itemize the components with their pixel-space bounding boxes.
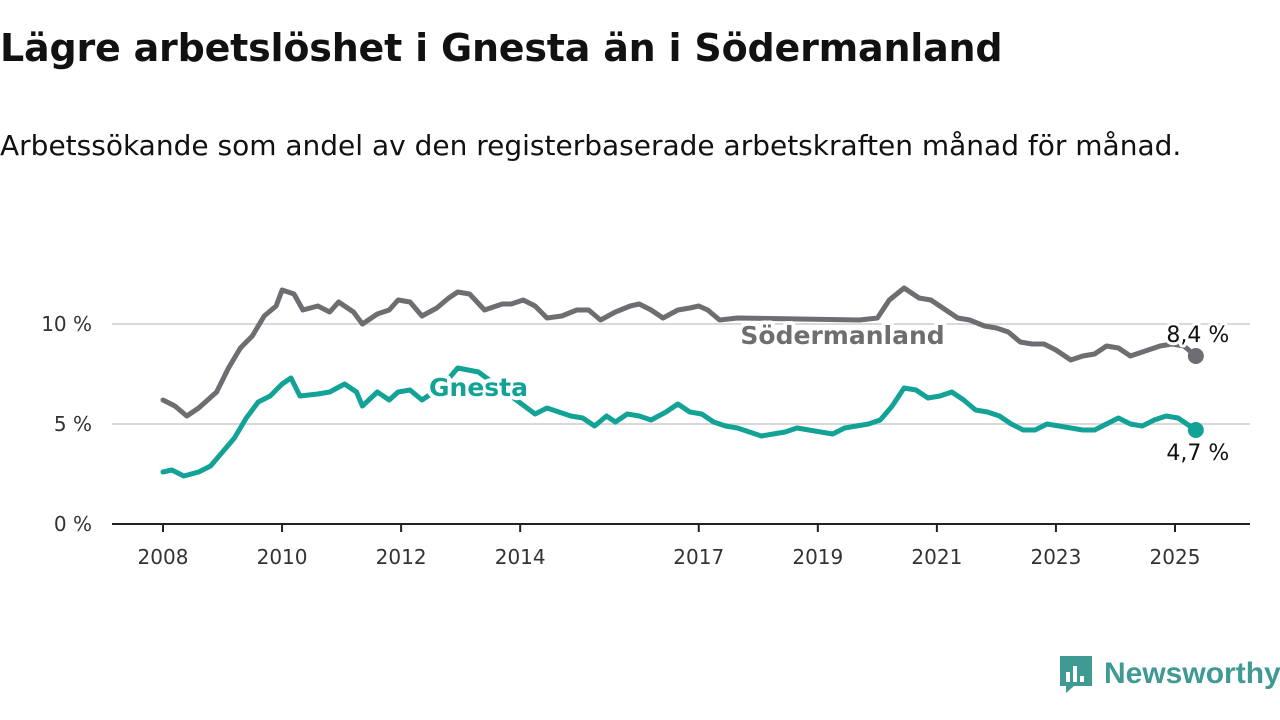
- x-tick-label: 2021: [911, 545, 962, 569]
- series-end-point-gnesta: [1187, 422, 1204, 438]
- end-value-label-sodermanland: 8,4 %: [1166, 323, 1229, 348]
- x-tick-label: 2014: [495, 545, 546, 569]
- series-end-point-sodermanland: [1187, 348, 1204, 364]
- newsworthy-logo: Newsworthy: [1058, 654, 1280, 694]
- end-value-halo-sodermanland: 8,4 %: [1166, 323, 1229, 348]
- series-label-halo-sodermanland: Södermanland: [740, 321, 944, 350]
- series-line-gnesta: [160, 365, 1199, 479]
- series-label-gnesta: Gnesta: [429, 373, 528, 402]
- x-tick-label: 2025: [1150, 545, 1201, 569]
- x-tick-label: 2019: [792, 545, 843, 569]
- series-label-sodermanland: Södermanland: [740, 321, 944, 350]
- series: [160, 285, 1204, 479]
- series-label-halo-gnesta: Gnesta: [429, 373, 528, 402]
- x-axis: 2008 2010 2012 2014 2017 2019 2021 2023 2025: [112, 523, 1250, 569]
- series-line-sodermanland: [160, 285, 1199, 419]
- x-tick-label: 2012: [376, 545, 427, 569]
- x-tick-label: 2023: [1030, 545, 1081, 569]
- x-tick-label: 2008: [138, 545, 189, 569]
- x-tick-label: 2017: [673, 545, 724, 569]
- x-tick-label: 2010: [257, 545, 308, 569]
- end-value-halo-gnesta: 4,7 %: [1166, 441, 1229, 466]
- line-chart: 2008 2010 2012 2014 2017 2019 2021 2023 2025 0 %…: [41, 285, 1250, 569]
- chart-title: Lägre arbetslöshet i Gnesta än i Söderma…: [0, 26, 1003, 70]
- y-tick-label: 10 %: [41, 312, 92, 336]
- bar-chart-speech-bubble-icon: [1060, 656, 1092, 693]
- y-tick-label: 5 %: [54, 412, 92, 436]
- y-axis: 0 % 5 % 10 %: [41, 312, 92, 536]
- chart-subtitle: Arbetssökande som andel av den registerb…: [0, 129, 1182, 162]
- end-value-label-gnesta: 4,7 %: [1166, 441, 1229, 466]
- y-tick-label: 0 %: [54, 512, 92, 536]
- brand-name: Newsworthy: [1104, 657, 1280, 690]
